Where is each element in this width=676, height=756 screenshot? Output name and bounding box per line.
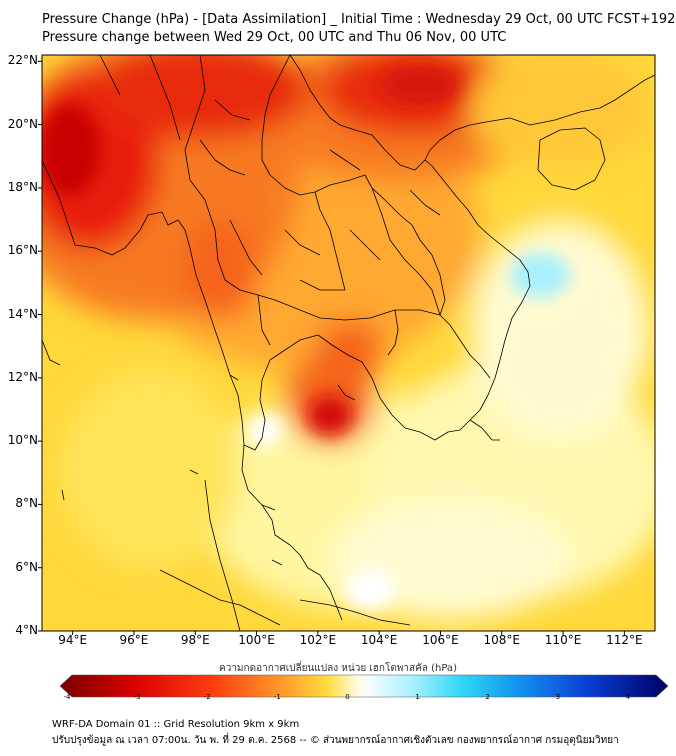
coastlines-and-borders: [42, 55, 655, 631]
colorbar-tick-label: -3: [133, 693, 141, 701]
axis-ticks: [38, 60, 625, 635]
lon-label: 108°E: [483, 633, 521, 647]
colorbar-gradient: [59, 674, 669, 698]
lon-label: 96°E: [119, 633, 149, 647]
colorbar-label: ความกดอากาศเปลี่ยนแปลง หน่วย เฮกโตพาสคัล…: [219, 663, 457, 674]
pressure-field: [42, 55, 655, 631]
footer-line-2: ปรับปรุงข้อมูล ณ เวลา 07:00น. วัน พ. ที่…: [52, 735, 619, 746]
colorbar-tick-label: 4: [625, 693, 631, 701]
lon-label: 110°E: [544, 633, 582, 647]
colorbar-tick-label: 3: [555, 693, 561, 701]
lat-label: 16°N: [7, 243, 38, 258]
lat-label: 12°N: [7, 369, 38, 384]
map-frame: [41, 54, 656, 632]
colorbar-tick-label: -4: [63, 693, 71, 701]
lat-label: 14°N: [7, 306, 38, 321]
lon-label: 102°E: [299, 633, 337, 647]
title-line-1: Pressure Change (hPa) - [Data Assimilati…: [42, 12, 676, 27]
lat-label: 8°N: [15, 496, 38, 511]
colorbar-tick-label: 0: [345, 693, 350, 701]
lon-label: 94°E: [58, 633, 88, 647]
lat-label: 22°N: [7, 53, 38, 68]
lat-label: 10°N: [7, 433, 38, 448]
colorbar-tick-label: -2: [203, 693, 211, 701]
lat-label: 18°N: [7, 179, 38, 194]
footer-line-1: WRF-DA Domain 01 :: Grid Resolution 9km …: [52, 719, 300, 730]
colorbar: [59, 674, 669, 698]
lon-label: 100°E: [238, 633, 275, 647]
lat-label: 20°N: [7, 116, 38, 131]
colorbar-tick-label: 1: [415, 693, 420, 701]
lon-label: 106°E: [422, 633, 459, 647]
lat-label: 6°N: [15, 559, 38, 574]
title-line-2: Pressure change between Wed 29 Oct, 00 U…: [42, 30, 507, 45]
lon-label: 98°E: [180, 633, 210, 647]
colorbar-tick-label: -1: [273, 693, 281, 701]
lon-label: 112°E: [606, 633, 643, 647]
colorbar-tick-label: 2: [485, 693, 490, 701]
lat-label: 4°N: [15, 623, 38, 637]
lon-label: 104°E: [360, 633, 398, 647]
